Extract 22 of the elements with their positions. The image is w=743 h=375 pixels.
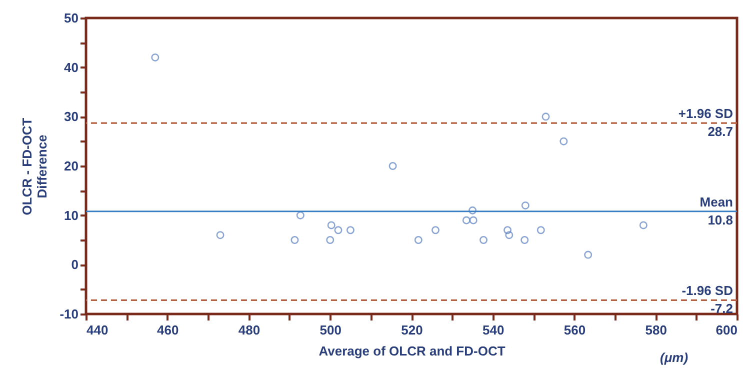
text: (μm) — [660, 350, 688, 365]
y-tick-label: 0 — [71, 257, 78, 272]
ref-line-label: -1.96 SD -7.2 — [682, 283, 733, 316]
x-tick-label: 460 — [157, 322, 179, 338]
x-axis-title: Average of OLCR and FD-OCT — [318, 344, 506, 358]
x-tick-label: 540 — [482, 322, 504, 338]
x-tick-label: 440 — [86, 322, 108, 338]
x-tick-label: 520 — [401, 322, 423, 338]
y-tick-label: 20 — [64, 158, 78, 174]
y-axis-title: OLCR - FD-OCT Difference — [20, 118, 50, 216]
x-tick-label: 560 — [564, 322, 586, 338]
y-tick-label: 50 — [64, 10, 78, 26]
y-tick-label: 40 — [64, 60, 78, 75]
x-tick-label: 500 — [320, 322, 342, 338]
y-tick-label: 30 — [64, 109, 78, 124]
y-tick-label: 10 — [64, 208, 78, 223]
x-tick-label: 580 — [645, 322, 667, 338]
ref-line-label: +1.96 SD 28.7 — [678, 106, 733, 140]
y-tick-label: -10 — [60, 306, 78, 322]
x-tick-label: 600 — [716, 322, 738, 338]
x-tick-label: 480 — [238, 322, 260, 338]
ref-line-label: Mean 10.8 — [700, 194, 734, 228]
